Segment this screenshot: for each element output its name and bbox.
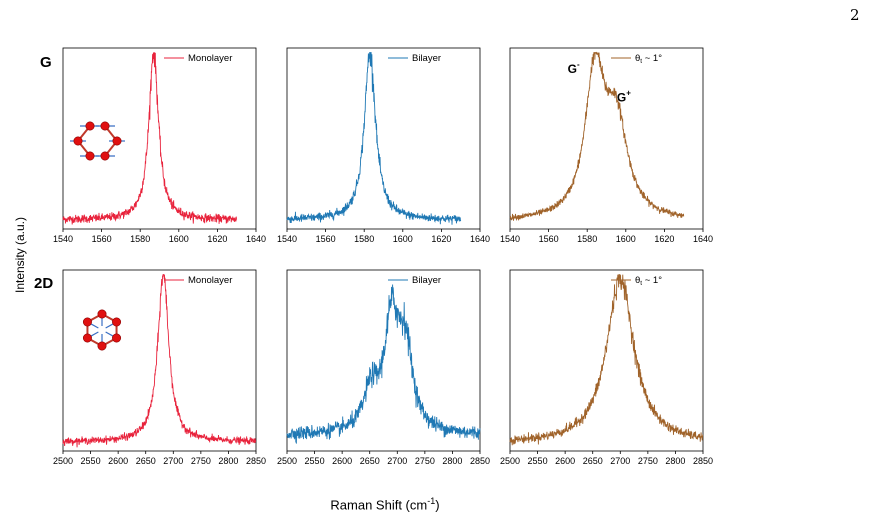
x-tick-label: 1620 — [431, 234, 451, 244]
plot-frame — [509, 269, 704, 452]
x-tick-label: 2800 — [442, 456, 462, 466]
x-tick-label: 2550 — [81, 456, 101, 466]
g-mode-atoms-icon — [70, 121, 125, 161]
series-line — [509, 274, 704, 446]
x-tick-label: 2650 — [136, 456, 156, 466]
panel-g-twisted: 1540 1560 1580 1600 1620 1640 θt ~ 1° G- G+ — [500, 47, 713, 244]
panel-2d-twisted: 2500 2550 2600 2650 2700 2750 2800 2850 θt ~ 1° — [500, 269, 713, 466]
x-tick-label: 2800 — [218, 456, 238, 466]
x-tick-label: 2700 — [163, 456, 183, 466]
legend-label: θt ~ 1° — [635, 275, 662, 287]
x-tick-label: 1620 — [207, 234, 227, 244]
x-tick-label: 2500 — [500, 456, 520, 466]
series-line — [62, 274, 257, 448]
x-tick-label: 2550 — [305, 456, 325, 466]
peak-annotation-sup: - — [577, 60, 580, 69]
plot-frame — [286, 47, 481, 230]
x-axis-label-main: Raman Shift (cm — [330, 497, 428, 513]
peak-annotation-sup: + — [626, 89, 631, 98]
x-tick-label: 1540 — [53, 234, 73, 244]
2d-mode-atoms-icon — [82, 309, 122, 351]
x-tick-label: 2550 — [528, 456, 548, 466]
x-tick-label: 2600 — [332, 456, 352, 466]
x-tick-label: 1640 — [246, 234, 266, 244]
legend-label: Monolayer — [188, 53, 232, 64]
x-tick-label: 2500 — [277, 456, 297, 466]
x-tick-label: 2750 — [638, 456, 658, 466]
panel-2d-monolayer: 2500 2550 2600 2650 2700 2750 2800 2850 Monolaye… — [53, 269, 266, 466]
plot-frame — [62, 269, 257, 452]
x-tick-label: 1560 — [316, 234, 336, 244]
x-tick-label: 1580 — [130, 234, 150, 244]
legend-subscript: t — [640, 58, 642, 65]
x-tick-label: 2750 — [191, 456, 211, 466]
x-tick-label: 1580 — [354, 234, 374, 244]
legend-rest: ~ 1° — [642, 53, 662, 64]
x-tick-label: 2850 — [246, 456, 266, 466]
x-tick-label: 1600 — [616, 234, 636, 244]
x-tick-label: 1640 — [693, 234, 713, 244]
series-line — [286, 284, 481, 444]
series-line — [509, 51, 685, 222]
plot-frame — [62, 47, 257, 230]
panel-g-monolayer: 1540 1560 1580 1600 1620 1640 Monolayer — [53, 47, 266, 244]
x-axis-label: Raman Shift (cm-1) — [280, 496, 490, 512]
x-tick-label: 2650 — [583, 456, 603, 466]
x-tick-label: 2800 — [665, 456, 685, 466]
x-tick-label: 2500 — [53, 456, 73, 466]
plot-frame — [286, 269, 481, 452]
x-tick-label: 1540 — [277, 234, 297, 244]
legend-subscript: t — [640, 280, 642, 287]
x-tick-label: 2600 — [555, 456, 575, 466]
series-line — [286, 52, 462, 225]
row-label-2d: 2D — [34, 275, 54, 292]
x-tick-label: 2850 — [693, 456, 713, 466]
x-tick-label: 2700 — [610, 456, 630, 466]
panel-2d-bilayer: 2500 2550 2600 2650 2700 2750 2800 2850 Bilayer — [277, 269, 490, 466]
x-tick-label: 1580 — [577, 234, 597, 244]
x-axis-label-sup: -1 — [427, 496, 436, 506]
row-label-g: G — [40, 54, 52, 71]
x-tick-label: 2850 — [470, 456, 490, 466]
peak-annotation: G- — [568, 60, 580, 76]
legend-label: Bilayer — [412, 275, 441, 286]
x-tick-label: 1560 — [92, 234, 112, 244]
x-tick-label: 1540 — [500, 234, 520, 244]
x-tick-label: 2650 — [360, 456, 380, 466]
legend-label: Bilayer — [412, 53, 441, 64]
x-tick-label: 1560 — [539, 234, 559, 244]
x-tick-label: 1600 — [393, 234, 413, 244]
series-line — [62, 52, 238, 225]
page-number: 2 — [850, 6, 860, 24]
x-axis-label-end: ) — [435, 497, 440, 513]
x-tick-label: 2600 — [108, 456, 128, 466]
panel-g-bilayer: 1540 1560 1580 1600 1620 1640 Bilayer — [277, 47, 490, 244]
x-tick-label: 2700 — [387, 456, 407, 466]
legend-rest: ~ 1° — [642, 275, 662, 286]
legend-label: θt ~ 1° — [635, 53, 662, 65]
x-tick-label: 2750 — [415, 456, 435, 466]
x-tick-label: 1600 — [169, 234, 189, 244]
x-tick-label: 1640 — [470, 234, 490, 244]
x-tick-label: 1620 — [654, 234, 674, 244]
legend-label: Monolayer — [188, 275, 232, 286]
peak-annotation: G+ — [617, 89, 631, 105]
plot-frame — [509, 47, 704, 230]
